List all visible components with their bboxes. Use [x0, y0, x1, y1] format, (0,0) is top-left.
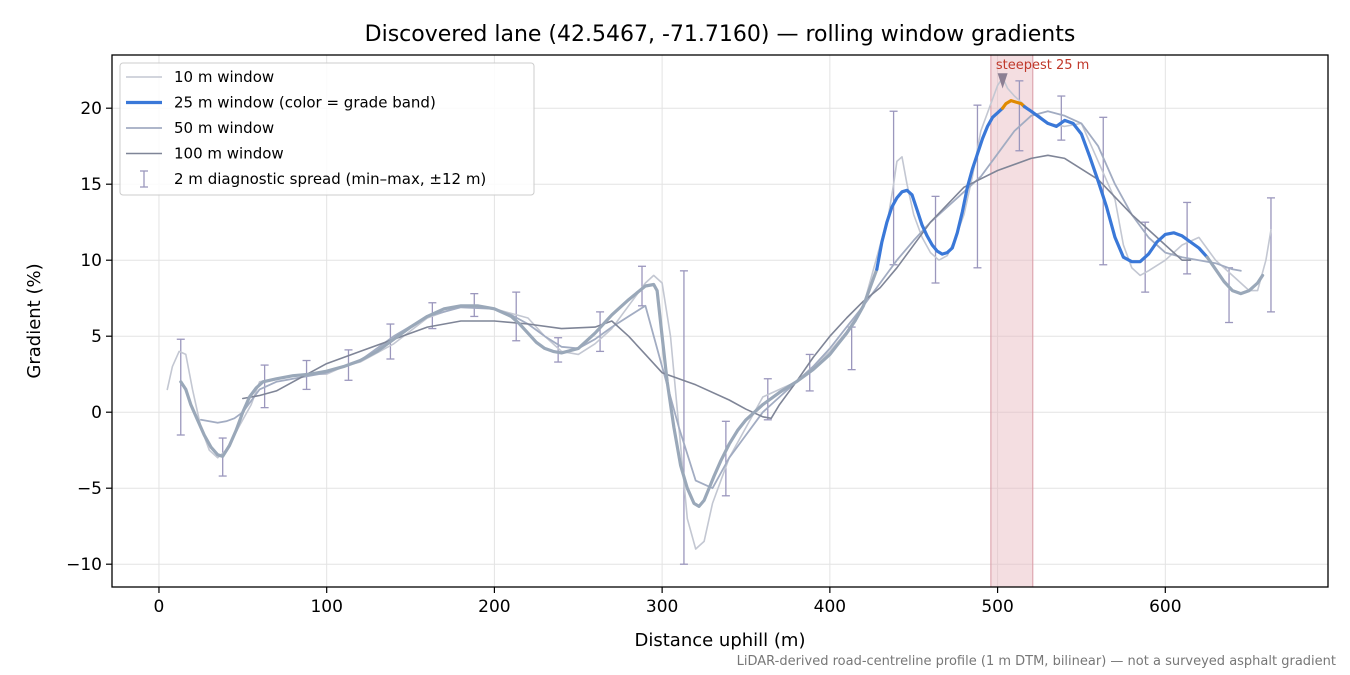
x-tick-label: 200: [478, 597, 510, 617]
series-line: [1000, 98, 1027, 110]
legend-item: 10 m window: [126, 68, 274, 86]
x-tick-label: 0: [154, 597, 165, 617]
legend-item: 2 m diagnostic spread (min–max, ±12 m): [140, 170, 486, 188]
plot-frame: [111, 54, 1329, 588]
error-bar: [847, 326, 856, 371]
series-line: [179, 267, 879, 508]
steepest-marker: [997, 73, 1008, 89]
error-bar: [721, 420, 730, 497]
legend-label: 25 m window (color = grade band): [174, 94, 436, 112]
error-bar: [596, 311, 605, 353]
series-line: [1022, 105, 1209, 264]
error-bar: [1015, 80, 1024, 152]
legend-label: 2 m diagnostic spread (min–max, ±12 m): [174, 170, 486, 188]
y-tick-label: 15: [80, 175, 102, 195]
error-bar: [176, 338, 185, 436]
error-bar: [679, 270, 688, 565]
error-bar: [1099, 116, 1108, 266]
error-bar: [1057, 95, 1066, 141]
legend-label: 50 m window: [174, 119, 274, 137]
chart-title: Discovered lane (42.5467, -71.7160) — ro…: [365, 22, 1076, 47]
series-group: [166, 77, 1275, 565]
error-bar: [931, 195, 940, 284]
legend-label: 10 m window: [174, 68, 274, 86]
x-tick-label: 500: [981, 597, 1013, 617]
y-tick-label: 10: [80, 251, 102, 271]
series-line: [875, 106, 1005, 271]
legend-item: 25 m window (color = grade band): [126, 94, 436, 112]
legend-label: 100 m window: [174, 145, 284, 163]
x-axis-label: Distance uphill (m): [635, 630, 806, 651]
legend-item: 50 m window: [126, 119, 274, 137]
x-tick-label: 300: [646, 597, 678, 617]
x-tick-label: 400: [814, 597, 846, 617]
error-bar: [554, 337, 563, 363]
legend: 10 m window 25 m window (color = grade ba…: [119, 62, 535, 196]
error-bar: [512, 291, 521, 342]
y-tick-label: 0: [91, 403, 102, 423]
y-tick-label: −10: [66, 555, 102, 575]
steepest-band: [990, 54, 1034, 588]
y-tick-label: 20: [80, 99, 102, 119]
y-tick-label: 5: [91, 327, 102, 347]
plot-area: steepest 25 m 0 100 200 300 400 500 600 −10 −5 0 5 1…: [66, 54, 1329, 617]
y-tick-label: −5: [77, 479, 102, 499]
x-tick-label: 600: [1149, 597, 1181, 617]
y-axis-label: Gradient (%): [24, 263, 45, 378]
error-bar: [973, 104, 982, 269]
steepest-label: steepest 25 m: [996, 58, 1089, 73]
error-bar: [1266, 197, 1275, 313]
x-tick-label: 100: [310, 597, 342, 617]
legend-item: 100 m window: [126, 145, 284, 163]
error-bar: [1225, 267, 1234, 324]
footnote: LiDAR-derived road-centreline profile (1…: [737, 654, 1336, 669]
series-line: [1205, 255, 1265, 296]
